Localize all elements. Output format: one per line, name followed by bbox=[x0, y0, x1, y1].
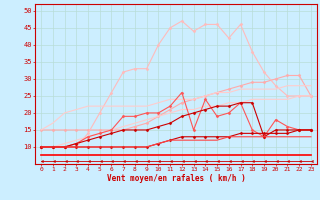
X-axis label: Vent moyen/en rafales ( km/h ): Vent moyen/en rafales ( km/h ) bbox=[107, 174, 245, 183]
